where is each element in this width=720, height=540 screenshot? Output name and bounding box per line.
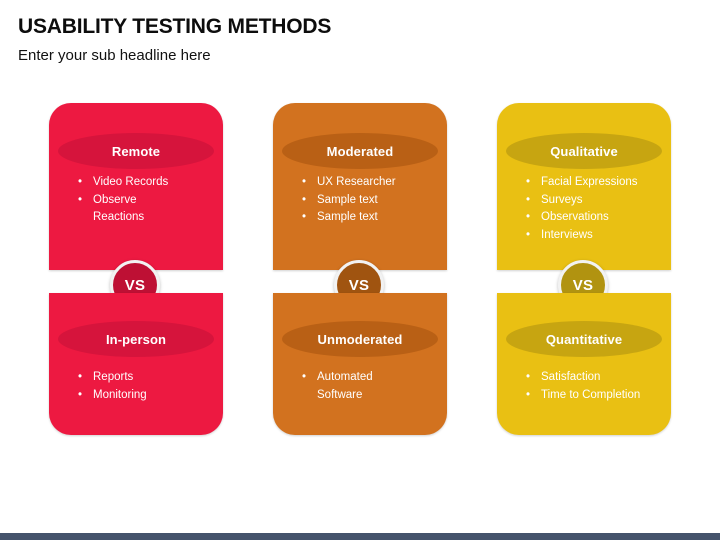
method-card-qualitative[interactable]: Qualitative Facial ExpressionsSurveysObs…	[497, 103, 671, 270]
method-card-quantitative[interactable]: Quantitative SatisfactionTime to Complet…	[497, 293, 671, 435]
page-title: USABILITY TESTING METHODS	[18, 15, 332, 38]
method-title: Qualitative	[550, 143, 618, 159]
footer-accent-bar	[0, 533, 720, 540]
method-card-remote[interactable]: Remote Video RecordsObserve Reactions	[49, 103, 223, 270]
slide-header: USABILITY TESTING METHODS Enter your sub…	[18, 14, 331, 66]
vs-label: VS	[572, 276, 594, 294]
method-bullet-list: SatisfactionTime to Completion	[525, 369, 640, 404]
method-card-moderated[interactable]: Moderated UX ResearcherSample textSample…	[273, 103, 447, 270]
page-subtitle: Enter your sub headline here	[18, 47, 211, 64]
bullet-item: Monitoring	[77, 387, 147, 405]
bullet-item: Facial Expressions	[525, 174, 638, 192]
method-title-ellipse: Quantitative	[506, 321, 662, 357]
method-bullet-list: Facial ExpressionsSurveysObservationsInt…	[525, 174, 638, 244]
comparison-column-qualitative: Qualitative Facial ExpressionsSurveysObs…	[497, 0, 671, 540]
method-bullet-list: ReportsMonitoring	[77, 369, 147, 404]
vs-label: VS	[348, 276, 370, 294]
bullet-item: Sample text	[301, 192, 396, 210]
bullet-item: Time to Completion	[525, 387, 640, 405]
vs-label: VS	[124, 276, 146, 294]
method-title-ellipse: Qualitative	[506, 133, 662, 169]
method-title: Quantitative	[545, 331, 623, 347]
comparison-column-remote: Remote Video RecordsObserve Reactions VS…	[49, 0, 223, 540]
bullet-item: Surveys	[525, 192, 638, 210]
method-bullet-list: Automated Software	[301, 369, 409, 404]
method-bullet-list: Video RecordsObserve Reactions	[77, 174, 185, 227]
method-title: Remote	[111, 143, 161, 159]
bullet-item: Interviews	[525, 227, 638, 245]
bullet-item: UX Researcher	[301, 174, 396, 192]
bullet-item: Automated Software	[301, 369, 409, 404]
bullet-item: Satisfaction	[525, 369, 640, 387]
method-bullet-list: UX ResearcherSample textSample text	[301, 174, 396, 227]
bullet-item: Observe Reactions	[77, 192, 185, 227]
method-card-unmoderated[interactable]: Unmoderated Automated Software	[273, 293, 447, 435]
method-title: In-person	[105, 331, 167, 347]
method-card-in-person[interactable]: In-person ReportsMonitoring	[49, 293, 223, 435]
method-title-ellipse: Remote	[58, 133, 214, 169]
method-title-ellipse: Unmoderated	[282, 321, 438, 357]
bullet-item: Sample text	[301, 209, 396, 227]
bullet-item: Observations	[525, 209, 638, 227]
method-title-ellipse: Moderated	[282, 133, 438, 169]
method-title: Moderated	[326, 143, 394, 159]
method-title-ellipse: In-person	[58, 321, 214, 357]
bullet-item: Video Records	[77, 174, 185, 192]
method-title: Unmoderated	[317, 331, 403, 347]
comparison-column-moderated: Moderated UX ResearcherSample textSample…	[273, 0, 447, 540]
bullet-item: Reports	[77, 369, 147, 387]
